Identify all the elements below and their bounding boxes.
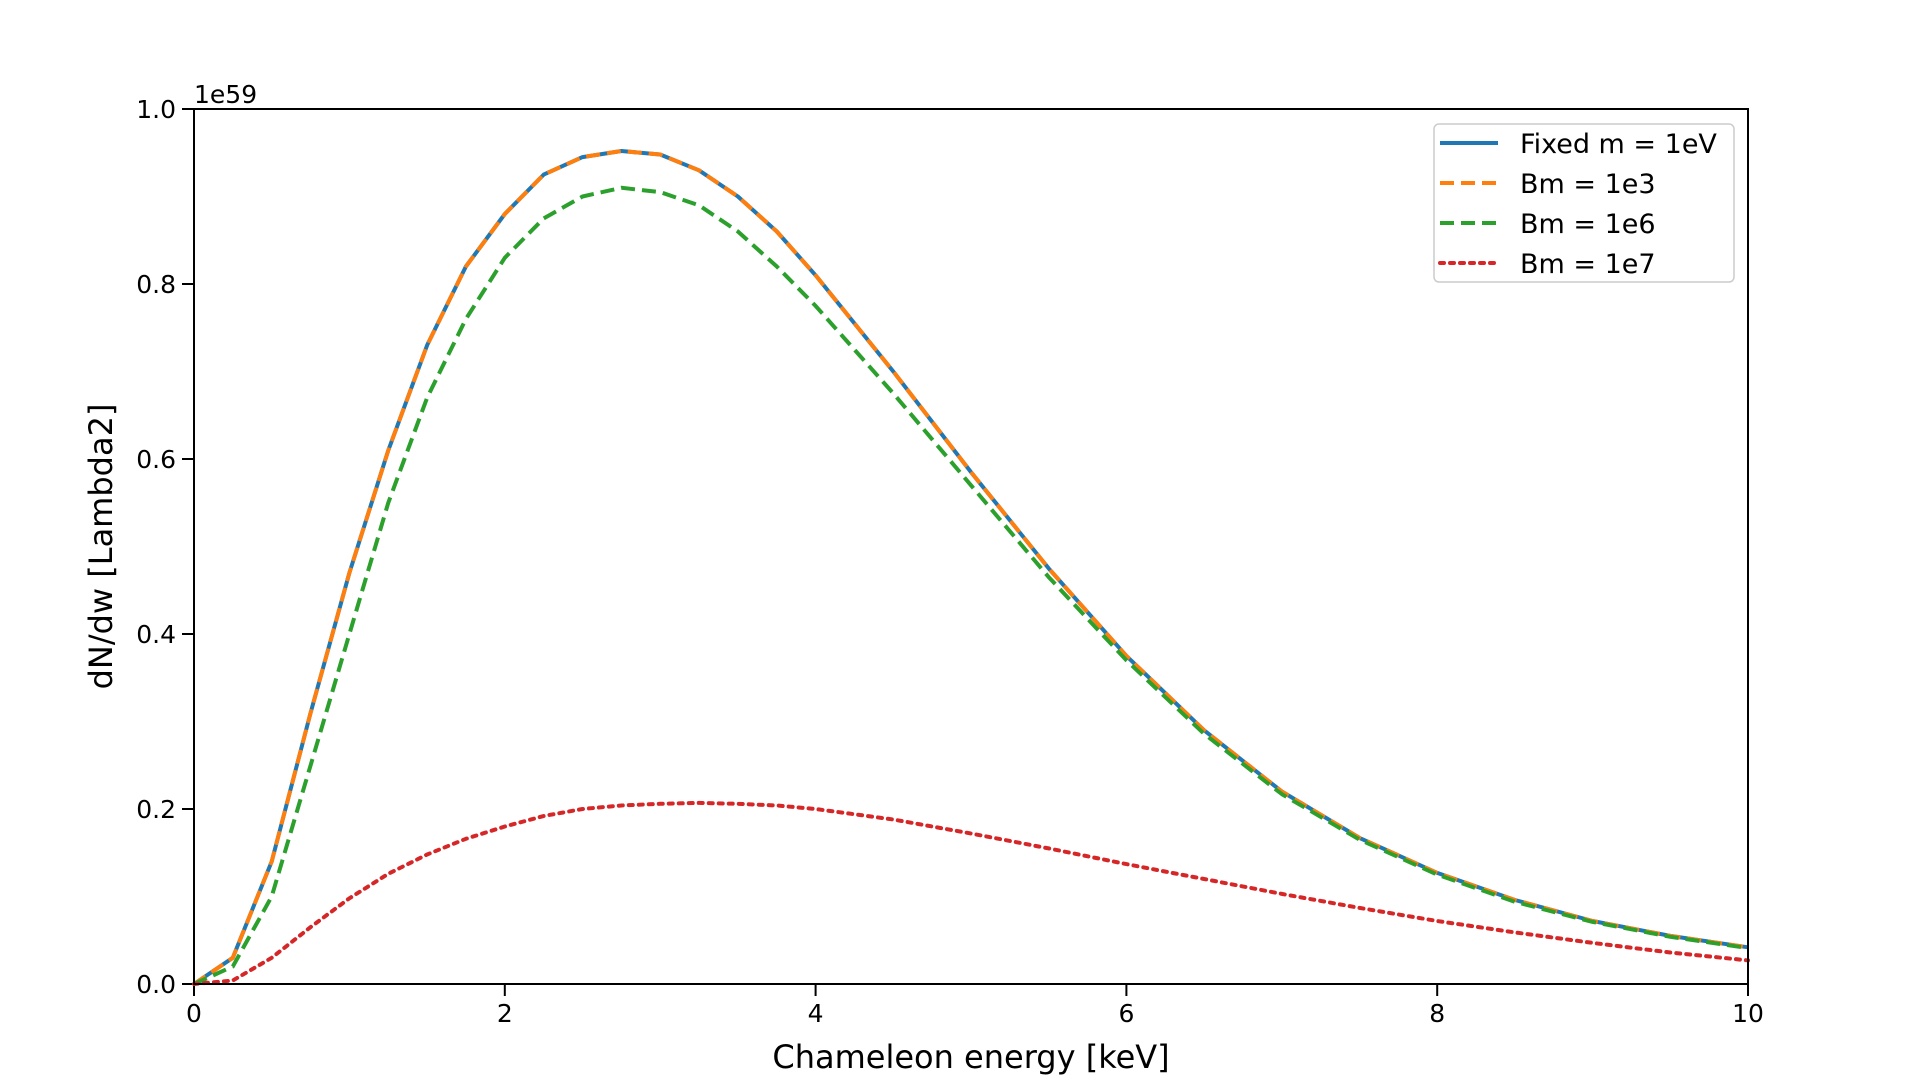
plot-border [193, 108, 1749, 985]
y-axis-label: dN/dw [Lambda2] [82, 404, 120, 690]
y-tick-label: 0.4 [136, 620, 176, 649]
series-lines [192, 149, 1750, 986]
series-line-4 [192, 800, 1750, 986]
y-tick-label: 0.2 [136, 795, 176, 824]
series-line-2 [192, 149, 1749, 986]
y-tick-label: 0.8 [136, 270, 176, 299]
x-tick-label: 2 [497, 999, 513, 1028]
x-axis-label: Chameleon energy [keV] [772, 1038, 1169, 1076]
legend: Fixed m = 1eV Bm = 1e3 Bm = 1e6 Bm = 1e7 [1433, 123, 1735, 283]
x-tick-label: 8 [1429, 999, 1445, 1028]
y-tick-label: 0.0 [136, 970, 176, 999]
legend-entry: Bm = 1e7 [1520, 249, 1656, 280]
x-tick-label: 0 [186, 999, 202, 1028]
legend-entry: Bm = 1e6 [1520, 209, 1656, 240]
legend-box [1433, 123, 1735, 283]
legend-entry: Fixed m = 1eV [1520, 129, 1717, 160]
legend-entry: Bm = 1e3 [1520, 169, 1656, 200]
series-line-3 [193, 185, 1749, 986]
x-tick-label: 4 [808, 999, 824, 1028]
x-tick-label: 10 [1732, 999, 1764, 1028]
plot-frame [193, 108, 1749, 985]
axes: 0 2 4 6 8 10 0.0 0.2 0.4 0.6 0.8 1.0 [136, 95, 1764, 1028]
y-offset-label: 1e59 [194, 80, 257, 109]
y-tick-label: 0.6 [136, 445, 176, 474]
y-tick-label: 1.0 [136, 95, 176, 124]
x-tick-label: 6 [1118, 999, 1134, 1028]
